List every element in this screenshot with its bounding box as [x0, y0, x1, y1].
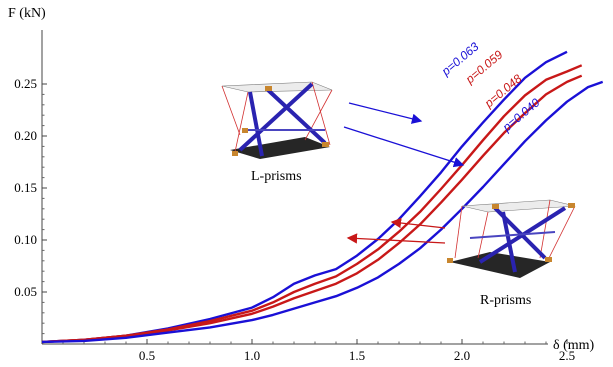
y-tick-label: 0.05	[14, 284, 37, 299]
arrow-l-prism-upper	[348, 102, 423, 124]
arrow-r-prism-lower	[346, 233, 446, 244]
y-tick-label: 0.20	[14, 128, 37, 143]
series-group	[41, 50, 604, 344]
series-label-p048: p=0.048	[481, 71, 524, 111]
x-axis-title: δ (mm)	[553, 338, 595, 353]
series-line-3	[41, 80, 604, 344]
r-prism-illustration	[447, 199, 576, 278]
l-prisms-label: L-prisms	[251, 169, 302, 184]
series-line-0	[41, 50, 568, 344]
y-tick-label: 0.25	[14, 76, 37, 91]
r-prisms-label: R-prisms	[480, 293, 531, 308]
y-tick-label: 0.15	[14, 180, 37, 195]
series-line-1	[41, 64, 583, 344]
x-tick-label: 1.5	[349, 348, 365, 363]
x-tick-label: 2.0	[454, 348, 470, 363]
l-prism-illustration	[221, 81, 333, 159]
arrow-r-prism-upper	[390, 217, 446, 229]
x-tick-label: 1.0	[244, 348, 260, 363]
y-tick-label: 0.10	[14, 232, 37, 247]
y-ticks: 0.05 0.10 0.15 0.20 0.25	[14, 76, 47, 335]
series-line-2	[41, 74, 583, 344]
x-ticks: 0.5 1.0 1.5 2.0 2.5	[62, 339, 575, 363]
x-tick-label: 0.5	[139, 348, 155, 363]
y-axis-title: F (kN)	[8, 6, 46, 21]
arrow-l-prism-lower	[343, 126, 465, 168]
x-tick-label: 2.5	[559, 348, 575, 363]
